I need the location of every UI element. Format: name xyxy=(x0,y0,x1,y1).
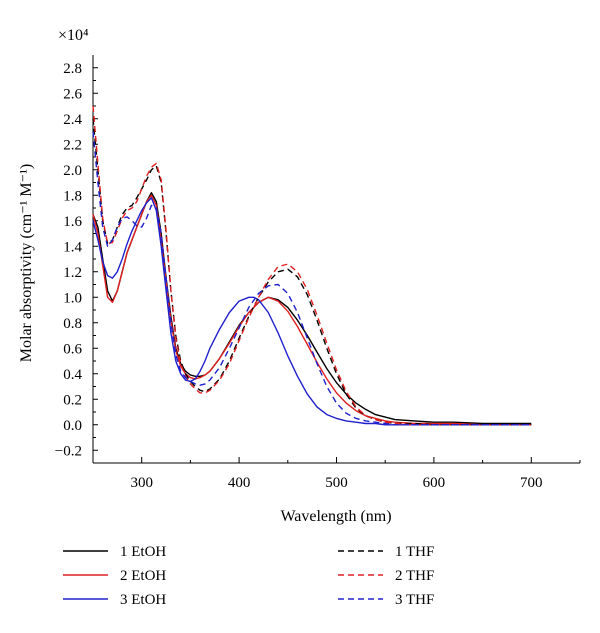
y-tick-label: 2.6 xyxy=(63,86,82,102)
y-tick-label: 2.0 xyxy=(63,163,82,179)
series-line-2 xyxy=(92,197,532,426)
x-tick-label: 600 xyxy=(423,475,446,491)
y-tick-label: 0.6 xyxy=(63,341,82,357)
legend-label: 2 EtOH xyxy=(120,568,166,584)
legend-label: 3 EtOH xyxy=(120,592,166,608)
y-multiplier-label: ×10⁴ xyxy=(58,27,89,44)
y-tick-label: 1.8 xyxy=(63,188,82,204)
x-axis-title: Wavelength (nm) xyxy=(280,508,391,525)
y-tick-label: 0.4 xyxy=(63,367,82,383)
x-tick-label: 500 xyxy=(325,475,348,491)
y-tick-label: 1.0 xyxy=(63,290,82,306)
y-axis-title: Molar absorptivity (cm⁻¹ M⁻¹) xyxy=(18,164,35,362)
y-tick-label: 1.6 xyxy=(63,214,82,230)
y-tick-label: 0.8 xyxy=(63,316,82,332)
y-tick-label: 0.0 xyxy=(63,418,82,434)
y-tick-label: 2.2 xyxy=(63,137,82,153)
legend-label: 1 EtOH xyxy=(120,544,166,560)
y-tick-label: 2.4 xyxy=(63,112,82,128)
series-line-3 xyxy=(92,118,532,426)
legend-label: 1 THF xyxy=(395,544,434,560)
y-tick-label: −0.2 xyxy=(55,443,82,459)
legend-label: 3 THF xyxy=(395,592,434,608)
legend-label: 2 THF xyxy=(395,568,434,584)
series-line-5 xyxy=(92,131,532,426)
series-line-4 xyxy=(92,105,532,426)
x-tick-label: 300 xyxy=(130,475,153,491)
legend: 1 EtOH 2 EtOH 3 EtOH 1 THF 2 THF 3 THF xyxy=(63,544,434,608)
x-tick-label: 700 xyxy=(520,475,543,491)
plot-frame xyxy=(92,55,580,464)
y-tick-label: 1.2 xyxy=(63,265,82,281)
y-axis: −0.2 0.0 0.2 0.4 0.6 0.8 1.0 1.2 1.4 1.6 1.8 2.0 2.2… xyxy=(55,61,98,459)
y-tick-label: 2.8 xyxy=(63,61,82,77)
y-tick-label: 1.4 xyxy=(63,239,82,255)
series-line-1 xyxy=(92,194,532,426)
y-tick-label: 0.2 xyxy=(63,392,82,408)
x-tick-label: 400 xyxy=(228,475,251,491)
series-layer xyxy=(92,105,532,426)
x-axis: 300 400 500 600 700 xyxy=(92,457,581,491)
